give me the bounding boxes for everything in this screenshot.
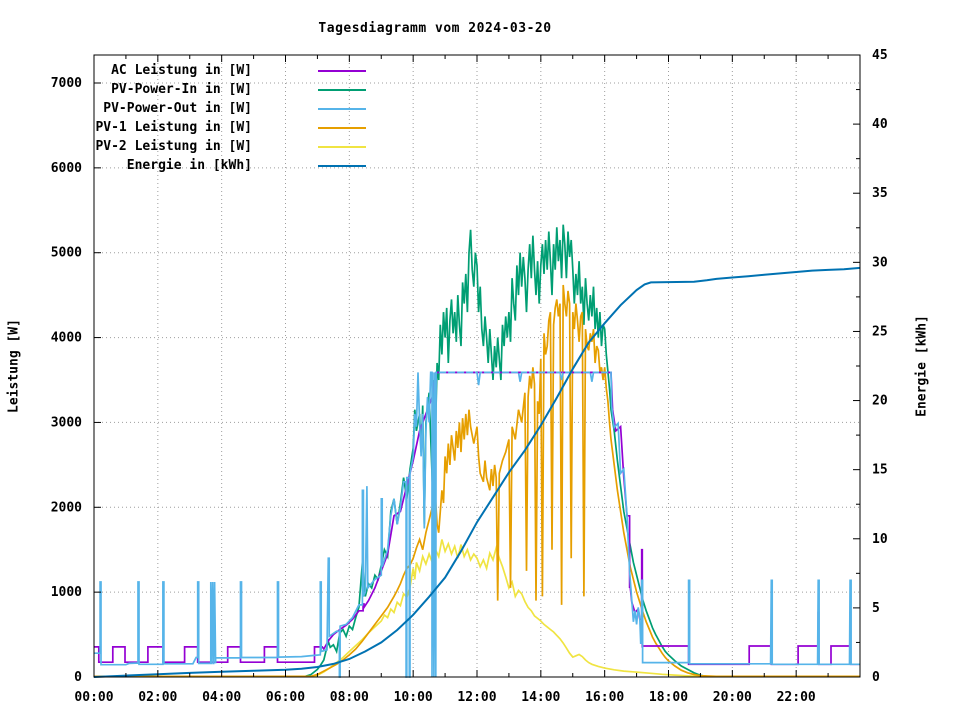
y-right-tick-label: 35 — [872, 186, 888, 201]
y-right-tick-label: 15 — [872, 463, 888, 478]
series-line-pv_power_in — [94, 224, 861, 678]
y-left-tick-label: 5000 — [51, 246, 82, 261]
x-tick-label: 06:00 — [266, 690, 305, 705]
x-tick-label: 10:00 — [394, 690, 433, 705]
legend-label: PV-Power-Out in [W] — [103, 101, 252, 116]
x-tick-label: 20:00 — [713, 690, 752, 705]
legend-label: PV-1 Leistung in [W] — [95, 120, 252, 135]
y-right-tick-label: 25 — [872, 324, 888, 339]
legend-label: PV-Power-In in [W] — [111, 82, 252, 97]
legend-line-swatch — [318, 108, 366, 110]
y-right-tick-label: 10 — [872, 532, 888, 547]
series-line-pv2_leistung — [94, 539, 860, 678]
y-right-tick-label: 30 — [872, 255, 888, 270]
legend-item: Energie in [kWh] — [0, 158, 380, 174]
x-tick-label: 12:00 — [457, 690, 496, 705]
legend-line-swatch — [318, 70, 366, 72]
x-tick-label: 04:00 — [202, 690, 241, 705]
series-line-pv1_leistung — [94, 284, 860, 678]
x-tick-label: 02:00 — [138, 690, 177, 705]
x-tick-label: 22:00 — [777, 690, 816, 705]
y-right-tick-label: 0 — [872, 670, 880, 685]
y-left-tick-label: 7000 — [51, 76, 82, 91]
legend-item: PV-Power-Out in [W] — [0, 101, 380, 117]
legend-line-swatch — [318, 146, 366, 148]
legend-item: PV-Power-In in [W] — [0, 82, 380, 98]
legend-label: AC Leistung in [W] — [111, 63, 252, 78]
x-tick-label: 14:00 — [521, 690, 560, 705]
legend-item: AC Leistung in [W] — [0, 63, 380, 79]
legend-item: PV-2 Leistung in [W] — [0, 139, 380, 155]
y-right-tick-label: 5 — [872, 601, 880, 616]
series-line-ac_leistung — [94, 371, 860, 666]
legend-label: Energie in [kWh] — [126, 158, 252, 173]
y-left-tick-label: 4000 — [51, 331, 82, 346]
legend-label: PV-2 Leistung in [W] — [95, 139, 252, 154]
legend-line-swatch — [318, 127, 366, 129]
y-left-tick-label: 2000 — [51, 500, 82, 515]
y-left-tick-label: 1000 — [51, 585, 82, 600]
y-left-tick-label: 3000 — [51, 415, 82, 430]
series-line-pv_power_out — [94, 371, 860, 678]
y-left-tick-label: 6000 — [51, 161, 82, 176]
legend-line-swatch — [318, 165, 366, 167]
x-tick-label: 16:00 — [585, 690, 624, 705]
y-left-tick-label: 0 — [74, 670, 82, 685]
y-right-tick-label: 40 — [872, 117, 888, 132]
x-tick-label: 00:00 — [74, 690, 113, 705]
y-right-tick-label: 20 — [872, 394, 888, 409]
chart-title: Tagesdiagramm vom 2024-03-20 — [318, 21, 552, 36]
x-tick-label: 08:00 — [330, 690, 369, 705]
y-left-axis-title: Leistung [W] — [6, 319, 22, 413]
series-line-energie — [93, 266, 861, 678]
legend-line-swatch — [318, 89, 366, 91]
x-tick-label: 18:00 — [649, 690, 688, 705]
y-right-tick-label: 45 — [872, 48, 888, 63]
legend-item: PV-1 Leistung in [W] — [0, 120, 380, 136]
y-right-axis-title: Energie [kWh] — [914, 315, 930, 417]
